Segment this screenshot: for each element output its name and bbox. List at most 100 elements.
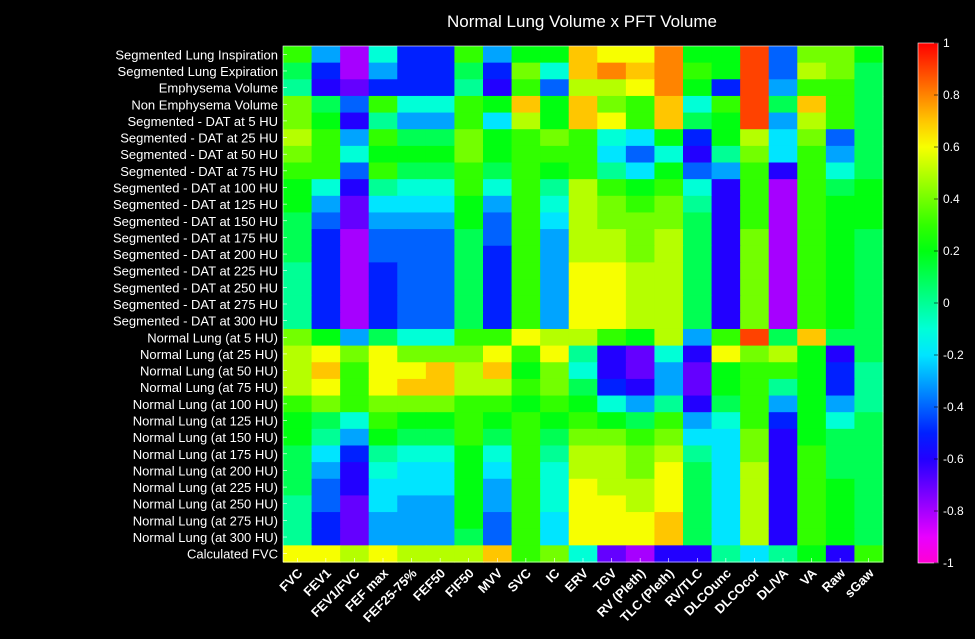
- heatmap-cell: [397, 528, 427, 546]
- heatmap-cell: [340, 262, 370, 280]
- heatmap-cell: [625, 545, 656, 563]
- heatmap-cell: [711, 129, 741, 147]
- heatmap-cell: [683, 545, 713, 563]
- heatmap-cell: [854, 462, 884, 480]
- heatmap-cell: [483, 262, 513, 280]
- heatmap-cell: [283, 378, 313, 397]
- heatmap-cell: [597, 145, 627, 164]
- heatmap-cell: [825, 512, 856, 530]
- heatmap-cell: [368, 95, 398, 114]
- heatmap-cell: [740, 212, 770, 230]
- heatmap-cell: [597, 62, 627, 80]
- heatmap-cell: [683, 395, 713, 413]
- heatmap-cell: [311, 428, 341, 447]
- colorbar-tick-label: -0.4: [943, 400, 964, 414]
- heatmap-cell: [797, 295, 827, 313]
- heatmap-cell: [740, 345, 770, 363]
- column-label: IC: [543, 565, 563, 585]
- heatmap-cell: [768, 279, 798, 297]
- heatmap-cell: [854, 412, 884, 430]
- heatmap-cell: [454, 145, 484, 164]
- heatmap-cell: [283, 312, 313, 330]
- heatmap-cell: [454, 328, 484, 347]
- heatmap-cell: [425, 545, 456, 563]
- row-label: Segmented - DAT at 5 HU: [127, 114, 278, 129]
- heatmap-cell: [597, 245, 627, 263]
- heatmap-cell: [340, 545, 370, 563]
- heatmap-cell: [740, 145, 770, 164]
- heatmap-cell: [340, 279, 370, 297]
- heatmap-cell: [311, 195, 341, 214]
- heatmap-cell: [311, 295, 341, 313]
- heatmap-cell: [711, 245, 741, 263]
- heatmap-cell: [540, 495, 570, 513]
- heatmap-cell: [711, 312, 741, 330]
- heatmap-cell: [568, 528, 598, 546]
- heatmap-cell: [711, 362, 741, 380]
- heatmap-cell: [397, 79, 427, 97]
- heatmap-cell: [825, 46, 856, 64]
- heatmap-cell: [740, 262, 770, 280]
- heatmap-cell: [768, 328, 798, 347]
- heatmap-cell: [397, 262, 427, 280]
- heatmap-cell: [654, 162, 684, 180]
- heatmap-cell: [825, 179, 856, 197]
- heatmap-cell: [283, 478, 313, 497]
- heatmap-cell: [340, 179, 370, 197]
- heatmap-cell: [597, 46, 627, 64]
- heatmap-cell: [597, 395, 627, 413]
- heatmap-cell: [340, 462, 370, 480]
- row-label: Segmented - DAT at 200 HU: [113, 247, 278, 262]
- heatmap-cell: [511, 478, 541, 497]
- heatmap-cell: [797, 229, 827, 247]
- heatmap-cell: [397, 395, 427, 413]
- heatmap-cell: [425, 179, 456, 197]
- heatmap-cell: [625, 412, 656, 430]
- heatmap-cell: [854, 62, 884, 80]
- heatmap-cell: [825, 428, 856, 447]
- heatmap-cell: [825, 328, 856, 347]
- heatmap-cell: [683, 462, 713, 480]
- heatmap-cell: [368, 129, 398, 147]
- row-label: Normal Lung (at 25 HU): [140, 347, 278, 362]
- heatmap-cell: [397, 545, 427, 563]
- heatmap-cell: [340, 195, 370, 214]
- heatmap-cell: [511, 46, 541, 64]
- heatmap-cell: [797, 312, 827, 330]
- heatmap-cell: [425, 62, 456, 80]
- column-label: FIF50: [442, 566, 477, 601]
- heatmap-cell: [425, 262, 456, 280]
- heatmap-cell: [340, 145, 370, 164]
- heatmap-cell: [454, 528, 484, 546]
- row-label: Normal Lung (at 75 HU): [140, 380, 278, 395]
- heatmap-cell: [797, 378, 827, 397]
- heatmap-cell: [654, 428, 684, 447]
- heatmap-cell: [311, 495, 341, 513]
- heatmap-cell: [311, 378, 341, 397]
- heatmap-cell: [311, 478, 341, 497]
- heatmap-cell: [797, 445, 827, 463]
- heatmap-cell: [368, 312, 398, 330]
- heatmap-cell: [854, 362, 884, 380]
- heatmap-cell: [397, 62, 427, 80]
- heatmap-cell: [797, 428, 827, 447]
- heatmap-cell: [825, 478, 856, 497]
- heatmap-cell: [683, 179, 713, 197]
- row-label: Normal Lung (at 150 HU): [133, 430, 278, 445]
- column-label: ERV: [562, 565, 592, 595]
- heatmap-cell: [368, 62, 398, 80]
- heatmap-cell: [683, 328, 713, 347]
- heatmap-cell: [568, 312, 598, 330]
- heatmap-cell: [854, 262, 884, 280]
- heatmap-cell: [568, 212, 598, 230]
- heatmap-cell: [368, 478, 398, 497]
- heatmap-cell: [740, 162, 770, 180]
- heatmap-cell: [625, 345, 656, 363]
- heatmap-cell: [597, 462, 627, 480]
- heatmap-cell: [683, 362, 713, 380]
- heatmap-cell: [425, 295, 456, 313]
- heatmap-cell: [711, 95, 741, 114]
- heatmap-cell: [283, 362, 313, 380]
- heatmap-cell: [454, 495, 484, 513]
- heatmap-cell: [683, 62, 713, 80]
